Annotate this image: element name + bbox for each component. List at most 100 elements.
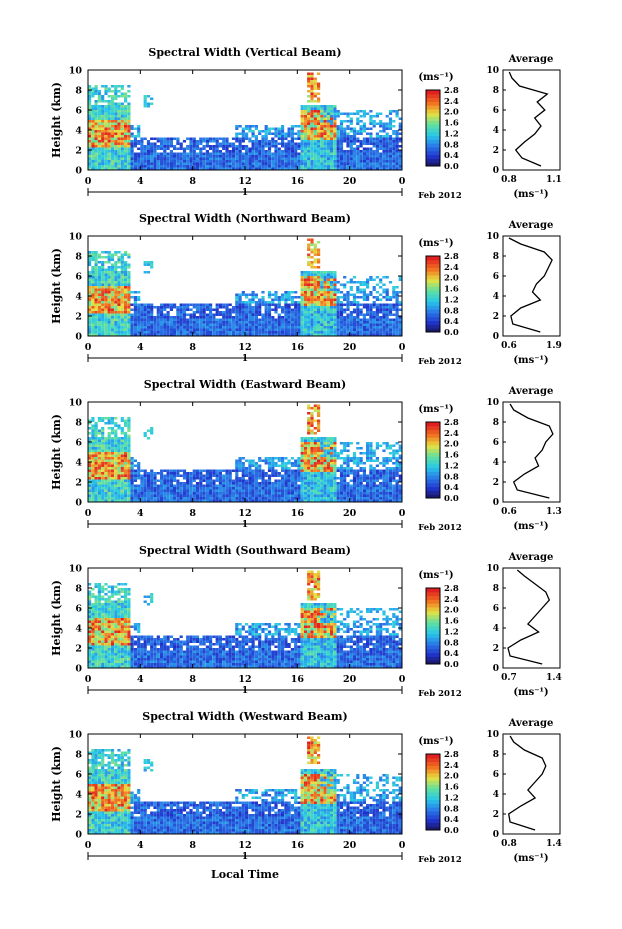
heatmap-cell xyxy=(195,311,200,314)
heatmap-cell xyxy=(127,130,131,133)
heatmap-cell xyxy=(254,499,258,502)
heatmap-cell xyxy=(117,291,121,294)
heatmap-cell xyxy=(110,293,115,296)
heatmap-cell xyxy=(238,489,242,492)
heatmap-cell xyxy=(107,419,111,422)
heatmap-cell xyxy=(346,112,350,115)
heatmap-cell xyxy=(261,494,265,497)
heatmap-cell xyxy=(395,147,399,150)
heatmap-cell xyxy=(124,110,128,113)
heatmap-cell xyxy=(117,316,121,319)
heatmap-cell xyxy=(333,112,337,115)
heatmap-cell xyxy=(398,316,402,319)
heatmap-cell xyxy=(130,494,134,497)
heatmap-cell xyxy=(235,313,239,316)
heatmap-cell xyxy=(150,484,154,487)
heatmap-cell xyxy=(143,102,147,105)
heatmap-cell xyxy=(156,157,160,160)
heatmap-cell xyxy=(120,92,124,95)
heatmap-cell xyxy=(127,457,131,460)
heatmap-cell xyxy=(228,318,232,321)
heatmap-cell xyxy=(222,162,226,165)
heatmap-cell xyxy=(127,288,131,291)
heatmap-cell xyxy=(330,145,334,148)
heatmap-cell xyxy=(277,321,281,324)
heatmap-cell xyxy=(235,469,239,472)
heatmap-cell xyxy=(313,271,317,274)
heatmap-cell xyxy=(264,311,268,314)
heatmap-cell xyxy=(313,258,317,261)
heatmap-cell xyxy=(330,333,334,336)
heatmap-cell xyxy=(326,303,330,306)
heatmap-cell xyxy=(336,331,340,334)
heatmap-cell xyxy=(323,278,327,281)
heatmap-cell xyxy=(307,261,311,264)
heatmap-cell xyxy=(127,479,131,482)
heatmap-cell xyxy=(343,321,347,324)
heatmap-cell xyxy=(258,147,262,150)
heatmap-cell xyxy=(231,147,236,150)
heatmap-cell xyxy=(209,147,213,150)
heatmap-cell xyxy=(130,160,134,163)
heatmap-cell xyxy=(91,157,95,160)
heatmap-cell xyxy=(346,316,350,319)
heatmap-cell xyxy=(238,308,242,311)
heatmap-cell xyxy=(323,328,327,331)
heatmap-cell xyxy=(160,303,164,306)
heatmap-cell xyxy=(287,499,291,502)
heatmap-cell xyxy=(117,125,121,128)
heatmap-cell xyxy=(88,132,92,135)
heatmap-cell xyxy=(199,497,203,500)
heatmap-cell xyxy=(222,482,226,485)
heatmap-cell xyxy=(349,167,353,170)
heatmap-cell xyxy=(179,316,183,319)
heatmap-cell xyxy=(352,167,357,170)
heatmap-cell xyxy=(120,288,124,291)
heatmap-cell xyxy=(160,313,164,316)
heatmap-cell xyxy=(362,291,366,294)
heatmap-cell xyxy=(303,273,308,276)
heatmap-cell xyxy=(97,457,101,460)
heatmap-cell xyxy=(395,140,399,143)
heatmap-cell xyxy=(297,497,301,500)
heatmap-cell xyxy=(281,326,285,329)
heatmap-cell xyxy=(107,331,111,334)
heatmap-cell xyxy=(97,439,101,442)
heatmap-cell xyxy=(107,112,111,115)
heatmap-cell xyxy=(287,127,291,130)
heatmap-cell xyxy=(133,492,137,495)
heatmap-cell xyxy=(133,155,137,158)
heatmap-cell xyxy=(231,308,236,311)
heatmap-cell xyxy=(258,318,262,321)
heatmap-cell xyxy=(333,145,337,148)
heatmap-cell xyxy=(300,316,304,319)
heatmap-cell xyxy=(274,157,278,160)
heatmap-cell xyxy=(330,288,334,291)
heatmap-cell xyxy=(124,286,128,289)
heatmap-cell xyxy=(186,162,190,165)
heatmap-cell xyxy=(317,308,321,311)
heatmap-cell xyxy=(303,472,308,475)
heatmap-cell xyxy=(241,306,245,309)
heatmap-cell xyxy=(205,303,209,306)
heatmap-cell xyxy=(349,120,353,123)
heatmap-cell xyxy=(189,487,193,490)
heatmap-cell xyxy=(179,492,183,495)
heatmap-cell xyxy=(146,494,151,497)
heatmap-cell xyxy=(107,487,111,490)
heatmap-cell xyxy=(362,306,366,309)
heatmap-cell xyxy=(173,469,177,472)
heatmap-cell xyxy=(310,499,314,502)
heatmap-cell xyxy=(326,293,330,296)
heatmap-cell xyxy=(114,85,118,88)
heatmap-cell xyxy=(166,492,170,495)
heatmap-cell xyxy=(254,492,258,495)
heatmap-cell xyxy=(88,152,92,155)
heatmap-cell xyxy=(395,298,399,301)
heatmap-cell xyxy=(245,152,249,155)
heatmap-cell xyxy=(104,313,108,316)
heatmap-cell xyxy=(326,135,330,138)
heatmap-cell xyxy=(271,482,275,485)
heatmap-cell xyxy=(330,135,334,138)
heatmap-cell xyxy=(346,326,350,329)
